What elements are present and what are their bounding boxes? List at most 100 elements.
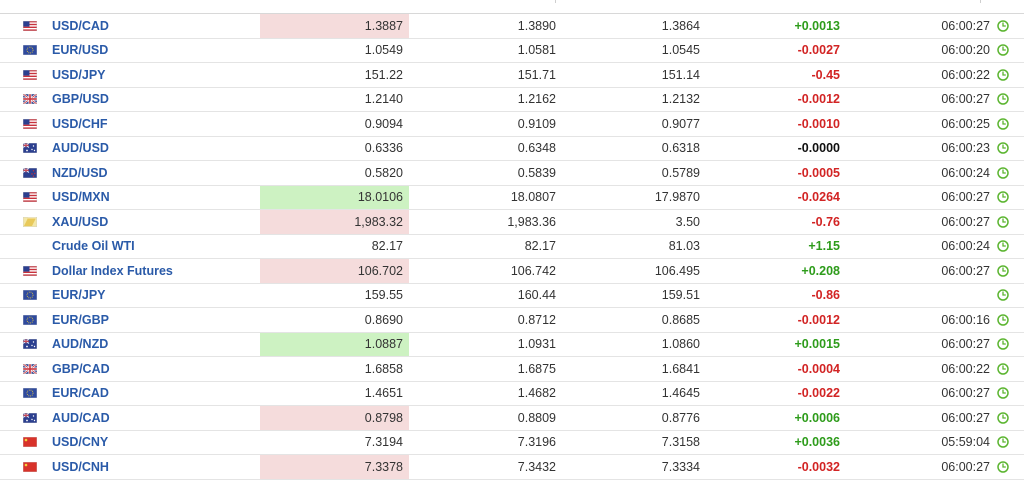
table-row[interactable]: EUR/GBP 0.8690 0.8712 0.8685 -0.0012 06:… (0, 308, 1024, 333)
low-price: 7.3334 (661, 459, 700, 474)
table-row[interactable]: Dollar Index Futures 106.702 106.742 106… (0, 259, 1024, 284)
table-row[interactable]: USD/CHF 0.9094 0.9109 0.9077 -0.0010 06:… (0, 112, 1024, 137)
update-time: 06:00:27 (941, 410, 990, 425)
change-value: -0.0022 (797, 386, 840, 401)
instrument-link[interactable]: EUR/CAD (52, 386, 109, 401)
update-time: 06:00:27 (941, 214, 990, 229)
update-time: 05:59:04 (941, 435, 990, 450)
last-price: 1.0887 (260, 332, 409, 356)
table-row[interactable]: GBP/CAD 1.6858 1.6875 1.6841 -0.0004 06:… (0, 357, 1024, 382)
eu-flag-icon (22, 308, 38, 332)
instrument-link[interactable]: AUD/NZD (52, 337, 109, 352)
high-price: 151.71 (517, 67, 556, 82)
last-price: 82.17 (371, 239, 403, 254)
low-price: 0.6318 (661, 141, 700, 156)
instrument-link[interactable]: AUD/USD (52, 141, 109, 156)
table-row[interactable]: EUR/USD 1.0549 1.0581 1.0545 -0.0027 06:… (0, 39, 1024, 63)
low-price: 1.6841 (661, 361, 700, 376)
clock-icon (996, 308, 1010, 332)
instrument-link[interactable]: GBP/CAD (52, 361, 110, 376)
high-price: 0.5839 (517, 165, 556, 180)
change-value: +0.0013 (794, 18, 840, 33)
instrument-link[interactable]: EUR/JPY (52, 288, 106, 303)
table-row[interactable]: EUR/CAD 1.4651 1.4682 1.4645 -0.0022 06:… (0, 382, 1024, 406)
instrument-link[interactable]: AUD/CAD (52, 410, 110, 425)
clock-icon (996, 88, 1010, 112)
low-price: 81.03 (668, 239, 700, 254)
high-price: 0.6348 (517, 141, 556, 156)
table-row[interactable]: AUD/USD 0.6336 0.6348 0.6318 -0.0000 06:… (0, 137, 1024, 161)
change-value: -0.0264 (797, 190, 840, 205)
quotes-table: USD/CAD 1.3887 1.3890 1.3864 +0.0013 06:… (0, 14, 1024, 480)
table-row[interactable]: GBP/USD 1.2140 1.2162 1.2132 -0.0012 06:… (0, 88, 1024, 112)
eu-flag-icon (22, 284, 38, 308)
last-price: 0.9094 (364, 116, 403, 131)
low-price: 1.4645 (661, 386, 700, 401)
last-price: 1,983.32 (260, 210, 409, 234)
gb-flag-icon (22, 357, 38, 381)
high-price: 1.4682 (517, 386, 556, 401)
cn-flag-icon (22, 431, 38, 455)
instrument-link[interactable]: USD/CAD (52, 18, 109, 33)
table-row[interactable]: EUR/JPY 159.55 160.44 159.51 -0.86 (0, 284, 1024, 308)
update-time: 06:00:27 (941, 92, 990, 107)
high-price: 106.742 (510, 263, 556, 278)
low-price: 1.2132 (661, 92, 700, 107)
table-row[interactable]: NZD/USD 0.5820 0.5839 0.5789 -0.0005 06:… (0, 161, 1024, 186)
instrument-link[interactable]: EUR/GBP (52, 312, 109, 327)
instrument-link[interactable]: USD/CNY (52, 435, 109, 450)
table-row[interactable]: AUD/NZD 1.0887 1.0931 1.0860 +0.0015 06:… (0, 332, 1024, 357)
table-row[interactable]: USD/MXN 18.0106 18.0807 17.9870 -0.0264 … (0, 185, 1024, 210)
instrument-link[interactable]: NZD/USD (52, 165, 108, 180)
high-price: 7.3196 (517, 435, 556, 450)
change-value: +1.15 (808, 239, 840, 254)
clock-icon (996, 431, 1010, 455)
last-price: 1.2140 (364, 92, 403, 107)
low-price: 106.495 (654, 263, 700, 278)
table-row[interactable]: XAU/USD 1,983.32 1,983.36 3.50 -0.76 06:… (0, 210, 1024, 235)
last-price: 7.3378 (260, 455, 409, 479)
update-time: 06:00:27 (941, 337, 990, 352)
eu-flag-icon (22, 39, 38, 63)
table-row[interactable]: USD/CNY 7.3194 7.3196 7.3158 +0.0036 05:… (0, 431, 1024, 455)
table-row[interactable]: Crude Oil WTI 82.17 82.17 81.03 +1.15 06… (0, 235, 1024, 259)
clock-icon (996, 137, 1010, 161)
high-price: 1,983.36 (507, 214, 556, 229)
instrument-link[interactable]: USD/MXN (52, 190, 110, 205)
clock-icon (996, 186, 1010, 210)
au-flag-icon (22, 333, 38, 357)
instrument-link[interactable]: GBP/USD (52, 92, 109, 107)
low-price: 0.5789 (661, 165, 700, 180)
instrument-link[interactable]: XAU/USD (52, 214, 109, 229)
instrument-link[interactable]: USD/CHF (52, 116, 108, 131)
instrument-link[interactable]: USD/JPY (52, 67, 106, 82)
last-price: 151.22 (364, 67, 403, 82)
table-row[interactable]: AUD/CAD 0.8798 0.8809 0.8776 +0.0006 06:… (0, 406, 1024, 431)
change-value: -0.0012 (797, 92, 840, 107)
instrument-link[interactable]: Dollar Index Futures (52, 263, 173, 278)
change-value: -0.0027 (797, 43, 840, 58)
low-price: 3.50 (675, 214, 700, 229)
clock-icon (996, 210, 1010, 234)
update-time: 06:00:20 (941, 43, 990, 58)
last-price: 0.6336 (364, 141, 403, 156)
nz-flag-icon (22, 161, 38, 185)
update-time: 06:00:27 (941, 459, 990, 474)
instrument-link[interactable]: Crude Oil WTI (52, 239, 135, 254)
update-time (850, 284, 990, 308)
gb-flag-icon (22, 88, 38, 112)
last-price: 1.3887 (260, 14, 409, 38)
update-time: 06:00:24 (941, 239, 990, 254)
update-time: 06:00:25 (941, 116, 990, 131)
instrument-link[interactable]: EUR/USD (52, 43, 109, 58)
clock-icon (996, 284, 1010, 308)
last-price: 1.6858 (364, 361, 403, 376)
table-row[interactable]: USD/CNH 7.3378 7.3432 7.3334 -0.0032 06:… (0, 455, 1024, 480)
change-value: -0.76 (811, 214, 841, 229)
table-row[interactable]: USD/CAD 1.3887 1.3890 1.3864 +0.0013 06:… (0, 14, 1024, 39)
instrument-link[interactable]: USD/CNH (52, 459, 109, 474)
us-flag-icon (22, 259, 38, 283)
clock-icon (996, 63, 1010, 87)
change-value: -0.0010 (797, 116, 840, 131)
table-row[interactable]: USD/JPY 151.22 151.71 151.14 -0.45 06:00… (0, 63, 1024, 88)
